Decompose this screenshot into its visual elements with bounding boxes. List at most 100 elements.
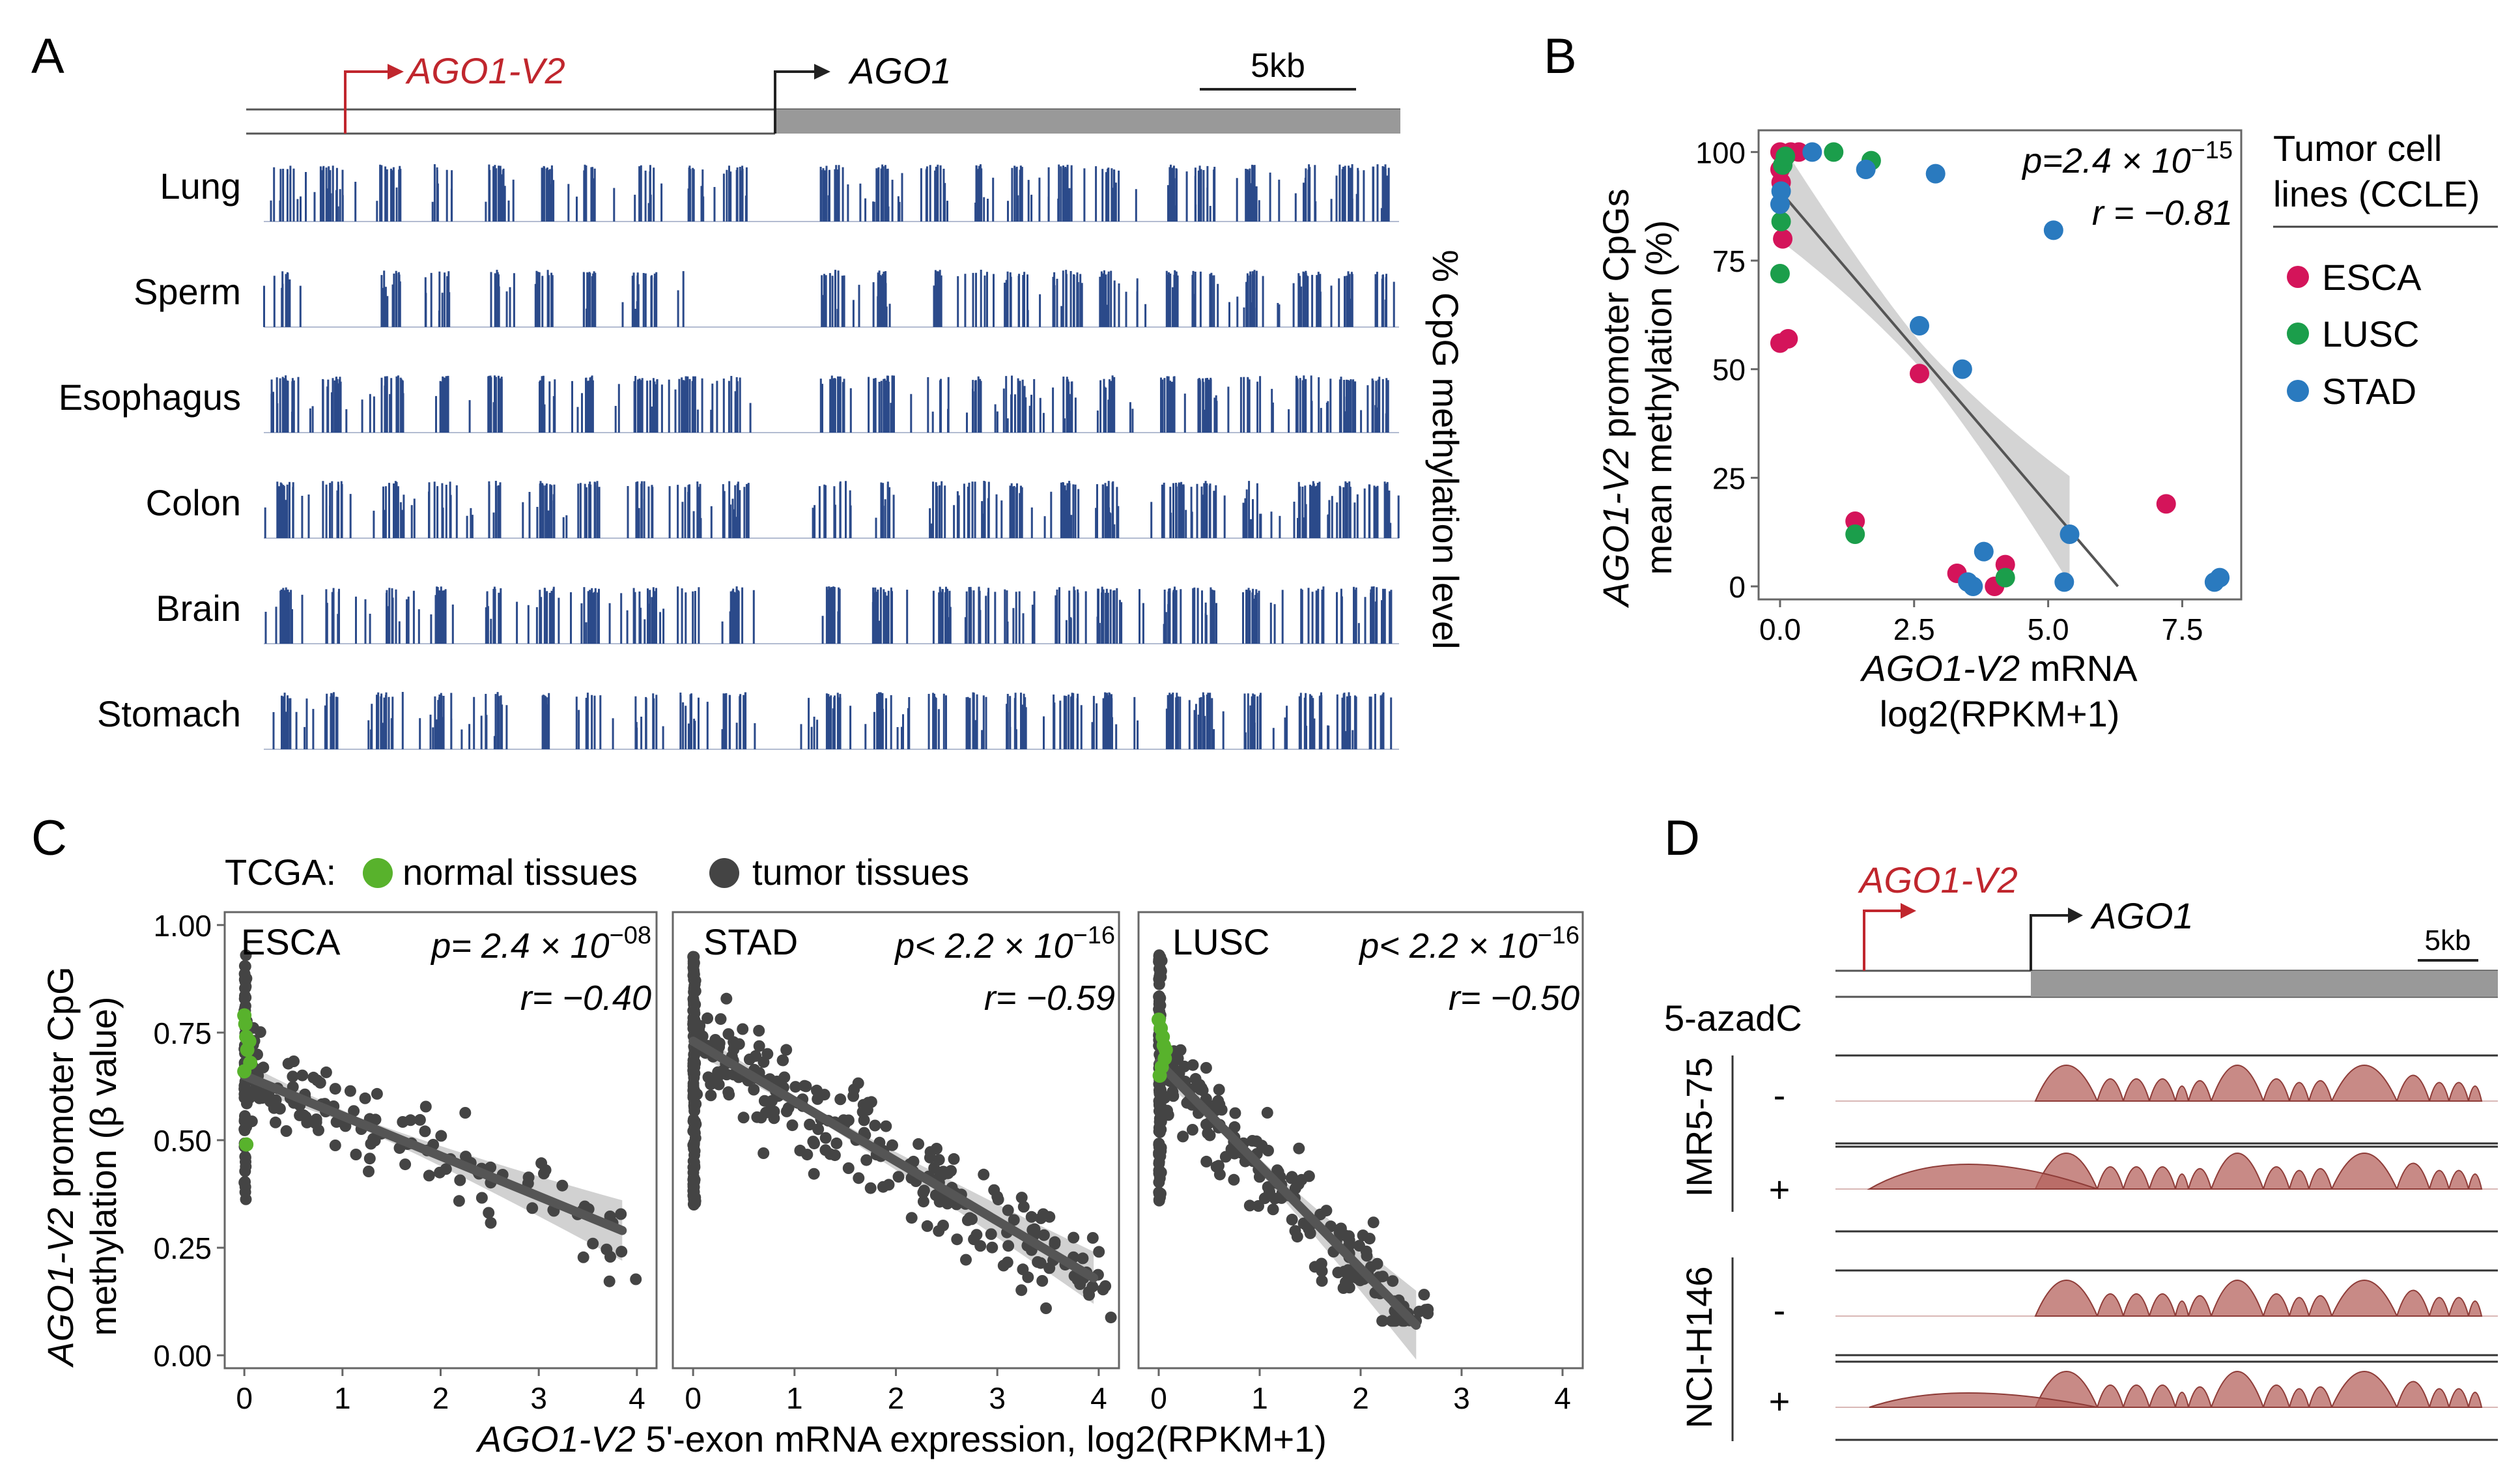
panel-a-ago1-label: AGO1 (848, 50, 952, 91)
x-tick-label: 0 (1150, 1381, 1167, 1415)
panel-c-fit-line (240, 1070, 627, 1235)
panel-c-stad-r: r= −0.59 (984, 979, 1115, 1018)
panel-c-subpanel-stad: 0 1 2 3 4 (672, 911, 1120, 1415)
x-tick-label: 2 (432, 1381, 449, 1415)
point-stad (1802, 142, 1822, 162)
legend-stad-label: STAD (2322, 371, 2416, 412)
panel-a-track-label: Brain (156, 588, 241, 629)
methylation-bars (270, 164, 1390, 222)
panel-c-subpanel-lusc: 0 1 2 3 4 (1137, 911, 1584, 1415)
x-tick-label: 1 (1251, 1381, 1268, 1415)
point-esca (2156, 494, 2176, 514)
point-lusc (1824, 142, 1844, 162)
panel-a-ago1-exon-block (775, 109, 1400, 134)
panel-c-xlabel: AGO1-V2 5'-exon mRNA expression, log2(RP… (475, 1418, 1327, 1459)
panel-b-xlabel-2: log2(RPKM+1) (1880, 693, 2120, 734)
panel-c-lusc-r: r= −0.50 (1449, 979, 1579, 1018)
panel-a-v2-label: AGO1-V2 (405, 50, 565, 91)
x-tick-label: 0 (685, 1381, 701, 1415)
panel-b-axes: 0 25 50 75 100 0.0 2.5 5.0 7.5 (1695, 136, 2203, 646)
x-tick-label: 0.0 (1759, 612, 1801, 646)
panel-d-v2-splice-arc (1867, 1164, 2098, 1190)
point-stad (1963, 577, 1983, 596)
panel-c-stad-p: p< 2.2 × 10−16 (894, 922, 1115, 966)
x-tick-label: 0 (236, 1381, 253, 1415)
x-tick-label: 1 (334, 1381, 351, 1415)
panel-b-p-value: p=2.4 × 10−15 (2021, 137, 2233, 180)
point-stad (2054, 572, 2074, 592)
panel-d-treatment-label: 5-azadC (1664, 997, 1802, 1039)
panel-a-methylation-tracks (263, 164, 1400, 750)
normal-point (239, 1137, 254, 1152)
panel-d-v2-label: AGO1-V2 (1858, 859, 2018, 900)
panel-c-subpanels: 0 1 2 3 4 0.00 0.25 0.50 0.75 1.00 0 1 2 3 4 0 1 2 3 4 (153, 909, 1584, 1415)
normal-point (1152, 1068, 1167, 1083)
point-stad (1910, 316, 1929, 336)
panel-a-v2-tss-arrow (344, 70, 388, 134)
panel-a-track-label: Lung (160, 165, 241, 207)
panel-a-ago1-tss-arrow (774, 70, 814, 134)
y-tick-label: 25 (1712, 461, 1746, 495)
panel-d-ago1-label: AGO1 (2090, 895, 2194, 936)
panel-d-label: D (1664, 810, 1700, 866)
panel-b-ylabel-2: mean methylation (%) (1638, 220, 1679, 575)
normal-point (238, 1016, 253, 1031)
point-esca (1910, 364, 1929, 384)
point-lusc (1995, 567, 2015, 588)
panel-c-lusc-title: LUSC (1172, 921, 1269, 962)
panel-c-esca-title: ESCA (241, 921, 341, 962)
panel-b-xlabel: AGO1-V2 mRNA (1860, 648, 2138, 689)
x-tick-label: 2 (888, 1381, 905, 1415)
y-tick-label: 100 (1695, 136, 1746, 169)
point-stad (2043, 220, 2063, 240)
y-tick-label: 0 (1729, 570, 1746, 604)
panel-a-scale-label: 5kb (1251, 47, 1305, 85)
panel-a-track-label: Esophagus (59, 377, 241, 418)
point-lusc (1776, 147, 1796, 166)
y-tick-label: 0.75 (153, 1016, 212, 1050)
panel-d-splice-arcs (2034, 1065, 2483, 1102)
panel-c-lusc-p: p< 2.2 × 10−16 (1358, 922, 1579, 966)
panel-a-track-label: Colon (146, 482, 241, 523)
panel-a-label: A (31, 29, 64, 84)
panel-d-plus: + (1769, 1381, 1791, 1422)
legend-lusc-label: LUSC (2322, 313, 2419, 354)
y-tick-label: 1.00 (153, 909, 212, 943)
panel-d-splice-arcs (2034, 1280, 2483, 1317)
methylation-bars (270, 375, 1389, 433)
tumor-points (1153, 949, 1434, 1327)
x-tick-label: 7.5 (2161, 612, 2203, 646)
point-stad (1771, 181, 1791, 201)
panel-d-v2-arrowhead-icon (1901, 903, 1916, 919)
point-stad (1974, 541, 1994, 562)
x-tick-label: 2 (1352, 1381, 1369, 1415)
normal-point (237, 1064, 252, 1079)
panel-b: B AGO1-V2 promoter CpGs mean methylation… (1544, 29, 2498, 734)
panel-d-splice-arcs (2034, 1153, 2483, 1190)
point-stad (1952, 359, 1972, 379)
panel-b-label: B (1544, 29, 1577, 84)
panel-d-v2-tss-arrow (1863, 910, 1901, 971)
panel-a-v2-arrowhead-icon (388, 64, 404, 79)
panel-d-v2-splice-arc (1869, 1392, 2098, 1408)
panel-c-label: C (31, 810, 67, 866)
x-tick-label: 3 (530, 1381, 547, 1415)
y-tick-label: 50 (1712, 353, 1746, 387)
normal-point (242, 1034, 257, 1049)
x-tick-label: 1 (786, 1381, 803, 1415)
panel-a-ago1-arrowhead-icon (814, 64, 830, 79)
tumor-points (238, 949, 642, 1287)
panel-c-legend-tumor-swatch (709, 858, 739, 888)
panel-d-cell-line-h146: NCI-H146 (1678, 1267, 1720, 1429)
panel-c-subpanel-esca: 0 1 2 3 4 0.00 0.25 0.50 0.75 1.00 (153, 909, 658, 1415)
panel-c-legend-normal: normal tissues (403, 852, 638, 893)
legend-title-2: lines (CCLE) (2273, 173, 2480, 214)
point-lusc (1845, 524, 1865, 544)
panel-c-legend-prefix: TCGA: (225, 852, 336, 893)
y-tick-label: 0.25 (153, 1231, 212, 1265)
panel-c: C TCGA: normal tissues tumor tissues AGO… (31, 810, 1584, 1459)
x-tick-label: 4 (1090, 1381, 1107, 1415)
x-tick-label: 2.5 (1893, 612, 1935, 646)
x-tick-label: 4 (629, 1381, 645, 1415)
